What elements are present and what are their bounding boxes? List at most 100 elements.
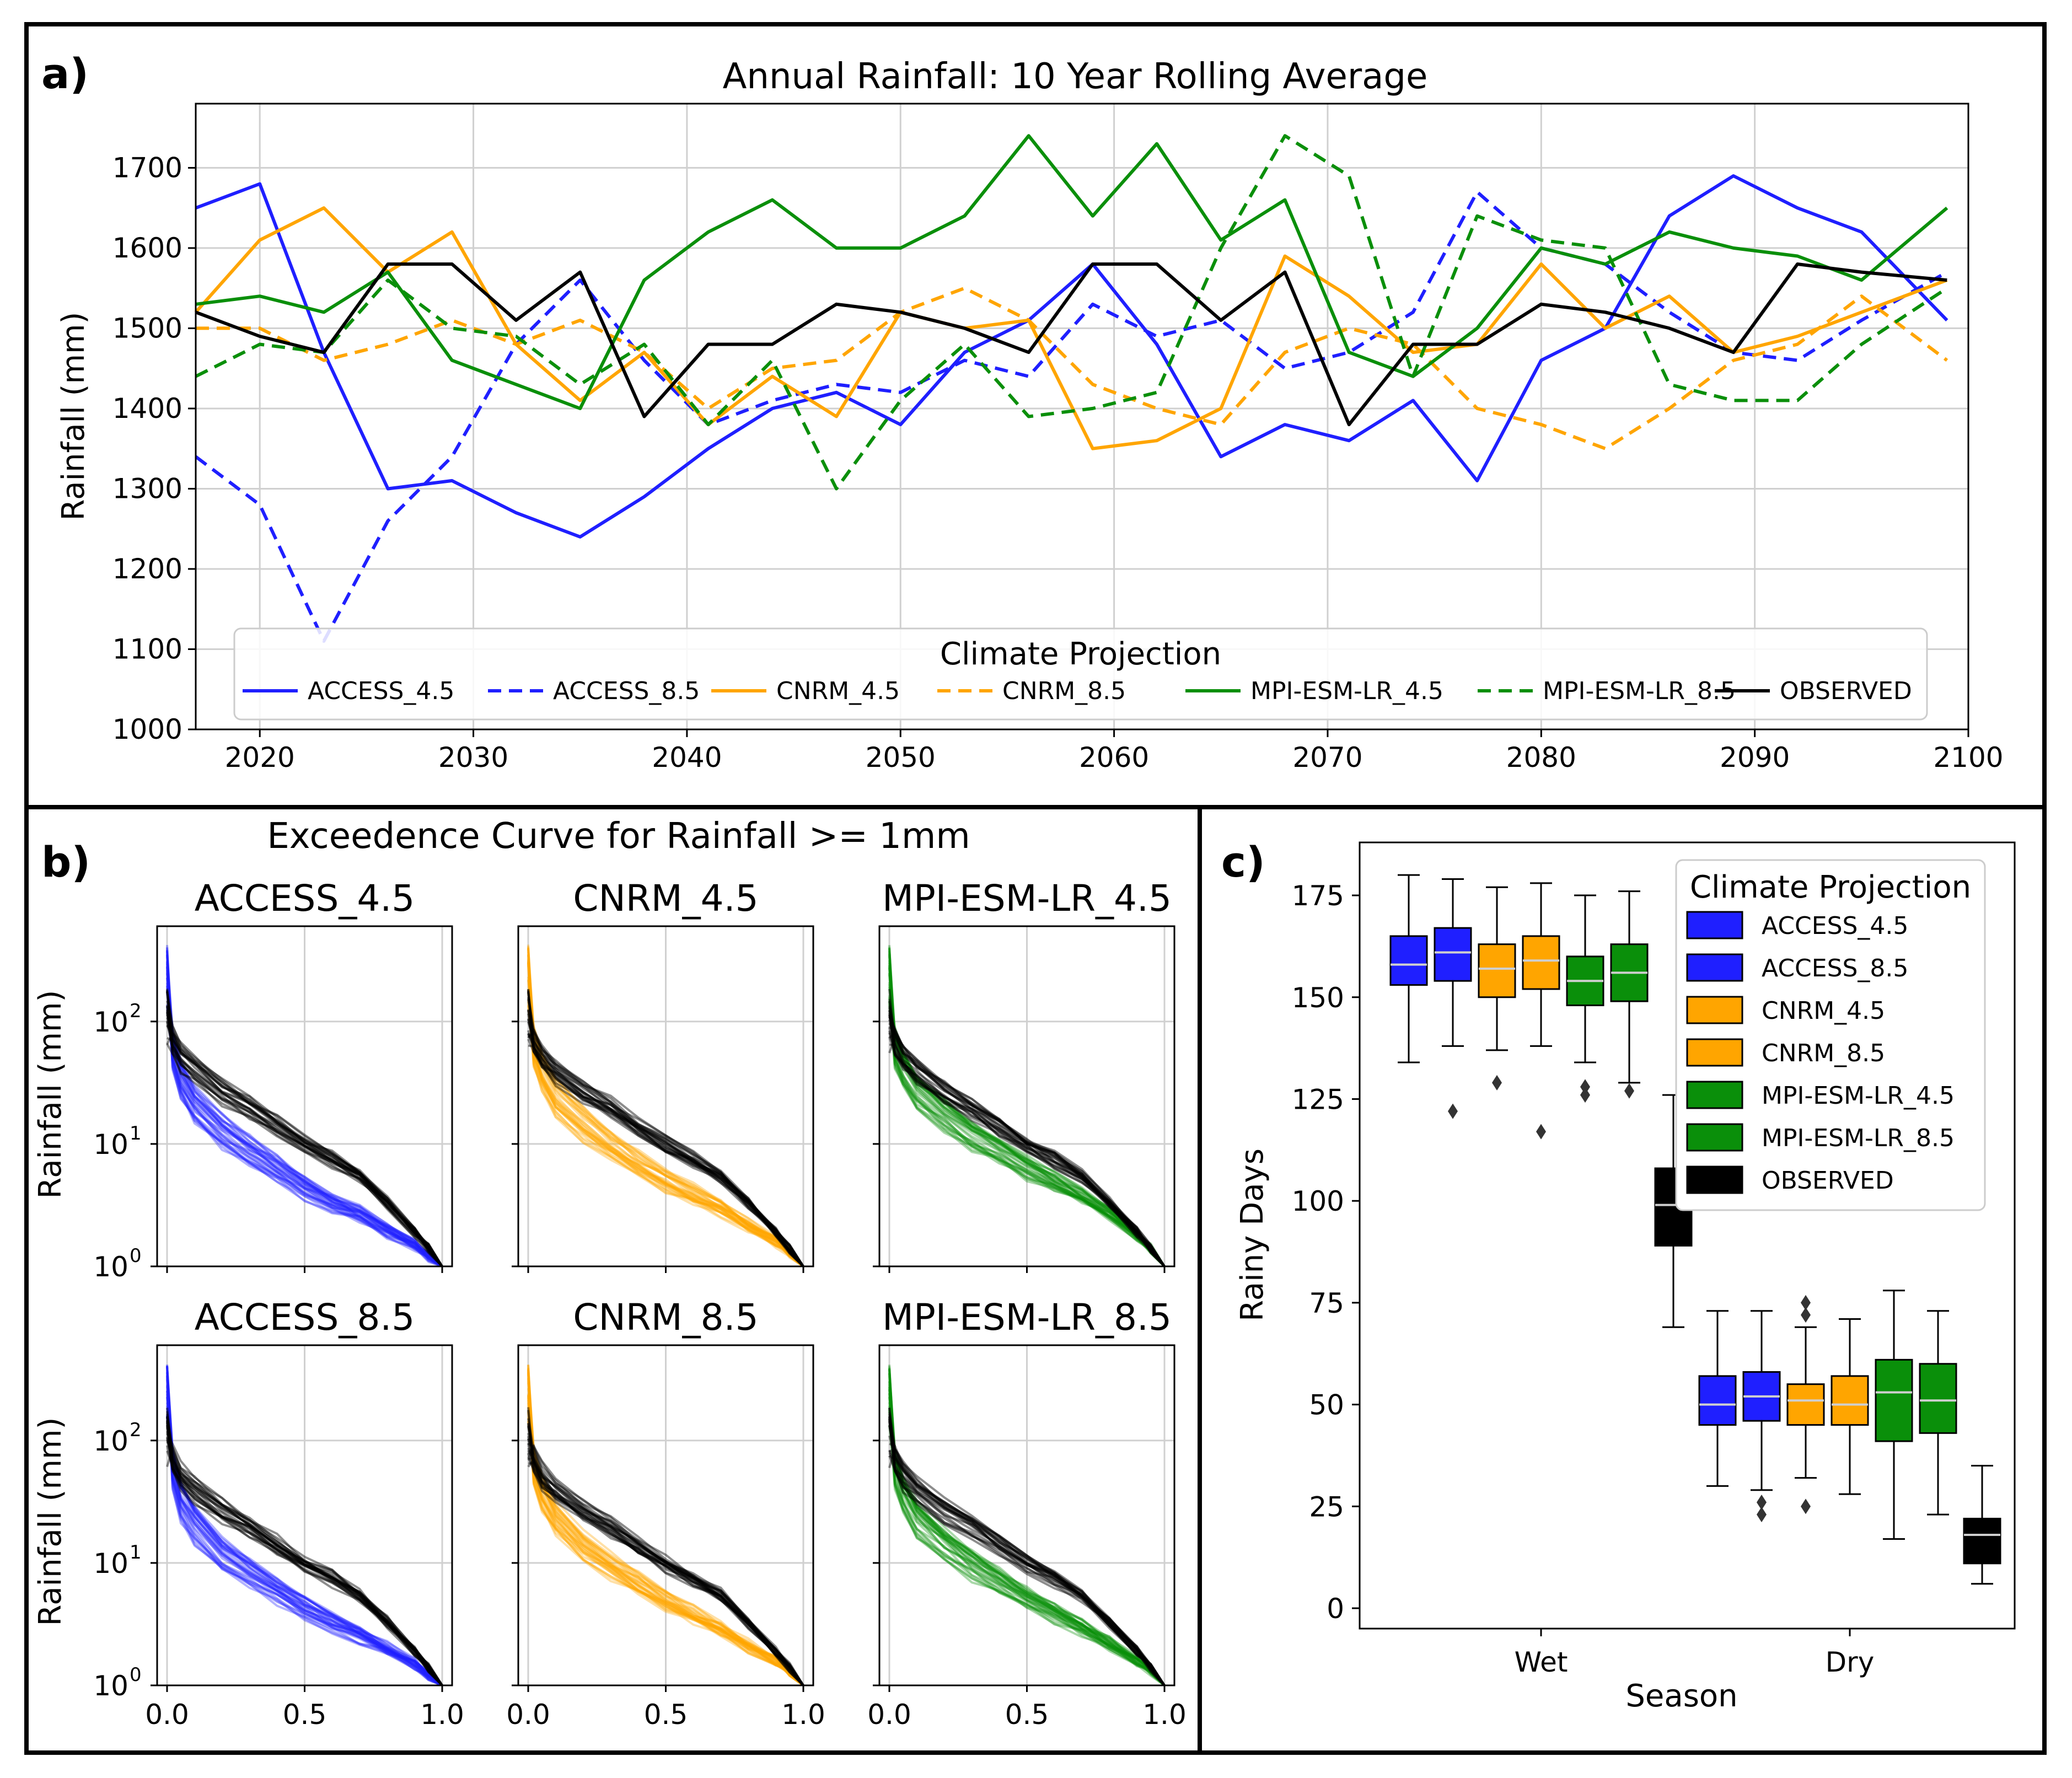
- model-curve: [527, 948, 804, 1267]
- outlier-marker: [1536, 1124, 1546, 1140]
- observed-curve: [166, 1413, 443, 1686]
- model-curve: [527, 963, 804, 1267]
- observed-curve: [888, 1007, 1166, 1267]
- model-curve: [888, 984, 1166, 1267]
- y-axis-label-b-bottom: Rainfall (mm): [33, 1417, 68, 1626]
- model-curve: [888, 1003, 1166, 1267]
- observed-curve: [527, 1443, 804, 1686]
- observed-curve: [888, 1435, 1166, 1686]
- x-tick-label-b: 0.0: [145, 1699, 189, 1731]
- model-curve: [166, 972, 443, 1267]
- observed-curve: [527, 1013, 804, 1267]
- observed-curve: [888, 1011, 1166, 1267]
- observed-curve: [166, 1012, 443, 1267]
- observed-curve: [527, 1038, 804, 1267]
- observed-curve: [527, 1407, 804, 1686]
- model-curve: [888, 1389, 1166, 1686]
- series-line-CNRM_8.5: [196, 286, 1948, 450]
- observed-curve: [527, 1425, 804, 1686]
- model-curve: [527, 948, 804, 1267]
- model-curve: [166, 1372, 443, 1686]
- line-chart-annual-rainfall: Annual Rainfall: 10 Year Rolling Average…: [56, 56, 2004, 773]
- observed-curve: [166, 1416, 443, 1686]
- series-line-CNRM_4.5: [194, 206, 1948, 450]
- x-tick-label-a: 2090: [1720, 742, 1790, 773]
- legend-swatch-c: [1686, 953, 1743, 982]
- model-curve: [166, 1375, 443, 1686]
- model-curve: [166, 1402, 443, 1686]
- observed-curve: [889, 1448, 1166, 1686]
- outlier-marker: [1757, 1494, 1767, 1510]
- observed-curve: [527, 1444, 804, 1686]
- model-curve: [166, 966, 443, 1267]
- box-ACCESS_4.5: [1389, 935, 1428, 986]
- observed-curve: [527, 1018, 804, 1267]
- model-curve: [527, 961, 804, 1267]
- observed-curve: [527, 1458, 804, 1686]
- x-tick-label-a: 2070: [1292, 742, 1362, 773]
- model-curve: [888, 1372, 1166, 1686]
- model-curve: [166, 1366, 443, 1686]
- model-curve: [527, 1420, 804, 1686]
- x-tick-label-b: 0.5: [644, 1699, 688, 1731]
- model-curve: [888, 955, 1166, 1267]
- y-tick-label-a: 1100: [112, 633, 182, 665]
- observed-curve: [166, 1445, 443, 1686]
- model-curve: [888, 948, 1166, 1267]
- box-OBSERVED: [1963, 1518, 2001, 1565]
- model-curve: [527, 1364, 804, 1686]
- observed-curve: [888, 1025, 1166, 1267]
- y-tick-label-c: 75: [1309, 1287, 1344, 1319]
- model-curve: [527, 958, 804, 1267]
- observed-curve: [166, 1437, 443, 1686]
- model-curve: [888, 1373, 1166, 1686]
- legend-c: Climate Projection ACCESS_4.5 ACCESS_8.5 CN…: [1675, 859, 1986, 1211]
- model-curve: [527, 944, 804, 1267]
- model-curve: [888, 1365, 1166, 1686]
- model-curve: [888, 953, 1166, 1267]
- model-curve: [527, 1001, 804, 1267]
- model-curve: [888, 965, 1166, 1267]
- legend-label-a: OBSERVED: [1780, 677, 1912, 705]
- observed-curve: [527, 1033, 804, 1267]
- panel-b-border: [24, 805, 1202, 1755]
- y-tick-label-a: 1400: [112, 393, 182, 425]
- legend-label-a: ACCESS_8.5: [553, 677, 700, 705]
- observed-curve: [527, 1447, 804, 1686]
- model-curve: [166, 1384, 443, 1686]
- observed-curve: [888, 1455, 1166, 1686]
- model-curve: [888, 1373, 1166, 1686]
- model-curve: [166, 960, 443, 1267]
- legend-label-c: CNRM_4.5: [1762, 997, 1885, 1025]
- observed-curve: [166, 1439, 443, 1686]
- model-curve: [527, 1367, 804, 1686]
- observed-curve: [166, 1012, 443, 1267]
- model-curve: [527, 1380, 804, 1686]
- model-curve: [527, 1393, 804, 1686]
- model-curve: [166, 1408, 443, 1686]
- observed-curve: [527, 1442, 804, 1686]
- x-tick-label-a: 2080: [1506, 742, 1576, 773]
- model-curve: [888, 952, 1166, 1267]
- observed-curve: [527, 999, 804, 1267]
- y-tick-label-a: 1700: [112, 152, 182, 184]
- model-curve: [888, 948, 1166, 1267]
- model-curve: [166, 1397, 443, 1686]
- model-curve: [527, 1377, 804, 1686]
- y-tick-label-c: 125: [1292, 1083, 1344, 1115]
- x-tick-label-a: 2020: [225, 742, 295, 773]
- observed-curve: [166, 1010, 443, 1267]
- x-tick-label-a: 2040: [652, 742, 722, 773]
- model-curve: [527, 1372, 804, 1686]
- model-curve: [527, 993, 804, 1267]
- observed-curve: [888, 1416, 1166, 1686]
- model-curve: [888, 1369, 1166, 1686]
- model-curve: [527, 1369, 804, 1686]
- observed-curve: [166, 1436, 443, 1686]
- observed-curve: [166, 1005, 443, 1267]
- observed-curve: [888, 1016, 1166, 1267]
- subplot-MPI-ESM-LR_4.5: MPI-ESM-LR_4.5: [873, 877, 1175, 1273]
- y-tick-label-b: 10: [93, 1548, 128, 1580]
- model-curve: [166, 951, 443, 1267]
- observed-curve: [527, 989, 804, 1267]
